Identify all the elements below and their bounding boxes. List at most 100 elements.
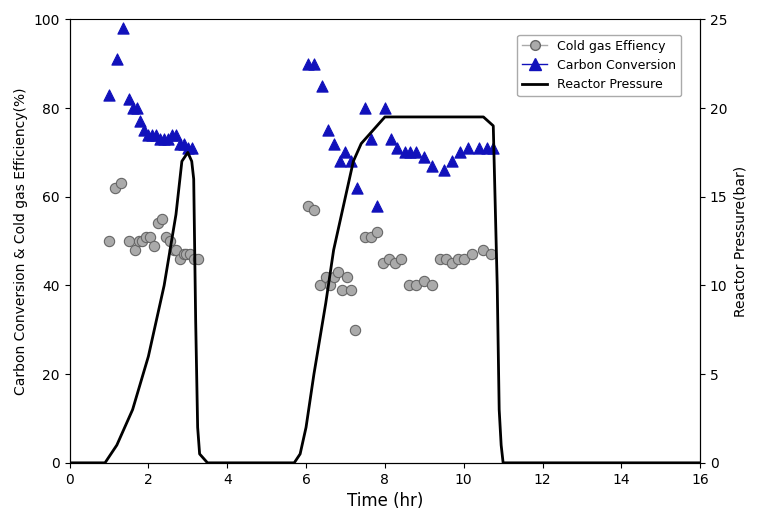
Point [132,237,145,245]
Point [123,237,135,245]
Point [486,250,498,259]
Point [403,281,415,290]
Point [426,161,438,170]
Point [150,130,162,139]
Point [174,255,186,263]
Point [481,144,493,152]
Point [302,201,314,210]
Point [320,272,332,281]
Point [419,277,431,285]
Point [103,237,115,245]
Point [333,157,345,166]
Point [454,148,466,157]
Point [158,135,170,143]
Point [379,104,391,112]
Point [359,233,371,241]
Point [336,286,348,294]
Point [103,91,115,99]
Point [178,250,190,259]
Point [365,135,377,143]
Point [342,272,354,281]
Point [154,135,167,143]
Point [148,242,161,250]
Point [327,272,339,281]
Point [140,233,152,241]
Point [174,139,186,148]
Point [178,139,190,148]
Point [399,148,411,157]
Point [410,281,422,290]
Point [145,233,157,241]
Point [308,206,320,214]
Point [371,201,383,210]
Point [170,130,182,139]
Y-axis label: Carbon Conversion & Cold gas Efficiency(%): Carbon Conversion & Cold gas Efficiency(… [14,88,28,395]
Point [389,259,401,267]
Point [168,246,180,254]
Point [466,250,478,259]
Point [139,126,151,135]
Point [345,286,358,294]
Point [166,130,178,139]
Point [404,148,416,157]
Point [188,255,200,263]
Point [377,259,389,267]
Point [477,246,489,254]
Point [385,135,397,143]
Point [351,184,363,192]
Point [487,144,499,152]
Point [349,325,361,334]
Point [192,255,204,263]
Point [129,246,141,254]
Point [332,268,344,276]
Point [345,157,358,166]
Point [126,104,139,112]
Point [183,250,196,259]
Point [123,95,135,103]
Point [316,82,328,90]
Point [440,255,452,263]
Point [327,139,339,148]
Point [446,259,458,267]
Point [170,246,182,254]
Point [314,281,326,290]
Point [109,184,121,192]
Point [473,144,486,152]
Point [462,144,474,152]
Point [130,104,142,112]
Legend: Cold gas Effiency, Carbon Conversion, Reactor Pressure: Cold gas Effiency, Carbon Conversion, Re… [517,35,681,96]
Point [410,148,422,157]
Y-axis label: Reactor Pressure(bar): Reactor Pressure(bar) [733,166,747,316]
Point [146,130,158,139]
Point [419,152,431,161]
Point [371,228,383,236]
Point [152,219,164,227]
Point [383,255,395,263]
Point [426,281,438,290]
Point [136,237,148,245]
Point [164,237,176,245]
Point [142,130,154,139]
Point [446,157,458,166]
Point [359,104,371,112]
Point [111,55,123,63]
Point [452,255,464,263]
Point [394,255,406,263]
Point [182,144,194,152]
Point [186,144,198,152]
Point [180,250,192,259]
Point [323,281,336,290]
Point [302,60,314,68]
Point [339,148,352,157]
Point [365,233,377,241]
Point [438,166,450,174]
Point [116,24,129,32]
Point [434,255,446,263]
Point [390,144,403,152]
X-axis label: Time (hr): Time (hr) [347,492,423,510]
Point [135,117,147,126]
Point [156,215,168,223]
Point [308,60,320,68]
Point [322,126,334,135]
Point [162,135,174,143]
